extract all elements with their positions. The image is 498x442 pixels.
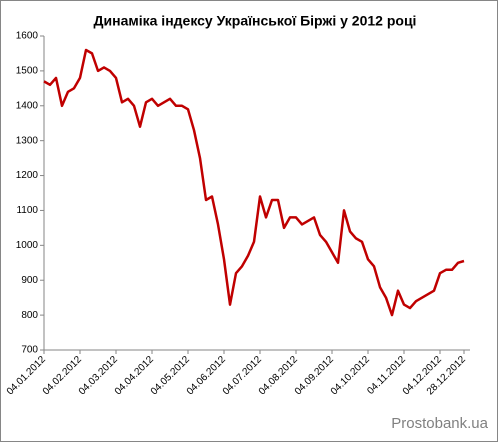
y-tick-label: 1000 [16,240,39,251]
watermark: Prostobank.ua [391,415,488,432]
y-tick-label: 1100 [16,205,38,216]
y-tick-label: 800 [21,310,38,321]
y-tick-label: 1200 [16,170,39,181]
y-tick-label: 1500 [16,66,39,77]
y-tick-label: 900 [21,275,38,286]
y-tick-label: 700 [21,345,38,356]
y-tick-label: 1600 [16,31,39,42]
chart-title: Динаміка індексу Української Біржі у 201… [94,13,417,29]
y-tick-label: 1400 [16,100,39,111]
data-line [43,48,465,317]
y-tick-label: 1300 [16,135,39,146]
